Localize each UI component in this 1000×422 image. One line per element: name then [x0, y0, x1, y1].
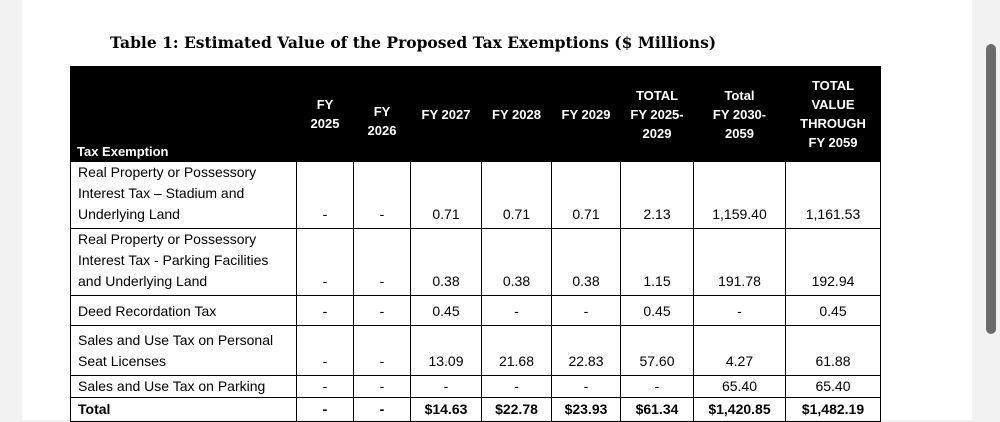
table-cell: 1.15 [620, 228, 694, 296]
table-cell: 22.83 [551, 325, 621, 376]
header-total-2030-2059: Total FY 2030- 2059 [693, 66, 786, 162]
table-cell: 13.09 [410, 325, 482, 376]
table-cell: - [620, 375, 694, 398]
table-cell: - [296, 325, 354, 376]
table-cell: - [296, 397, 354, 422]
table-cell: 0.45 [410, 295, 482, 326]
table-cell: 191.78 [693, 228, 786, 296]
total-row: Total - - $14.63 $22.78 $23.93 $61.34 $1… [70, 397, 881, 422]
table-cell: $22.78 [481, 397, 552, 422]
table-cell: 0.38 [551, 228, 621, 296]
header-fy-2027: FY 2027 [410, 66, 482, 162]
table-cell: $1,482.19 [785, 397, 881, 422]
table-cell: - [551, 295, 621, 326]
table-cell: 0.38 [481, 228, 552, 296]
table-cell: 0.71 [481, 161, 552, 229]
table-row: Real Property or Possessory Interest Tax … [70, 161, 881, 229]
header-total-2025-2029: TOTAL FY 2025- 2029 [620, 66, 694, 162]
table-cell: - [693, 295, 786, 326]
table-cell: 2.13 [620, 161, 694, 229]
row-label: Real Property or Possessory Interest Tax … [70, 228, 297, 296]
table-cell: $14.63 [410, 397, 482, 422]
header-total-value-through-2059: TOTAL VALUE THROUGH FY 2059 [785, 66, 881, 162]
table-cell: 0.38 [410, 228, 482, 296]
table-cell: 4.27 [693, 325, 786, 376]
table-cell: - [353, 375, 411, 398]
table-cell: 1,159.40 [693, 161, 786, 229]
table-cell: - [353, 325, 411, 376]
table-cell: - [296, 375, 354, 398]
table-cell: 65.40 [693, 375, 786, 398]
table-cell: - [353, 295, 411, 326]
header-tax-exemption: Tax Exemption [70, 66, 297, 162]
table-cell: 192.94 [785, 228, 881, 296]
table-row: Deed Recordation Tax - - 0.45 - - 0.45 -… [70, 295, 881, 326]
header-fy-2026: FY 2026 [353, 66, 411, 162]
table-cell: 21.68 [481, 325, 552, 376]
table-cell: - [481, 375, 552, 398]
table-header-row: Tax Exemption FY 2025 FY 2026 FY 2027 FY 2… [70, 66, 881, 162]
table-cell: 0.71 [410, 161, 482, 229]
table-cell: $23.93 [551, 397, 621, 422]
scrollbar-thumb[interactable] [986, 44, 996, 334]
row-label: Real Property or Possessory Interest Tax … [70, 161, 297, 229]
row-label: Sales and Use Tax on Personal Seat Licens… [70, 325, 297, 376]
header-fy-2029: FY 2029 [551, 66, 621, 162]
table-cell: - [353, 228, 411, 296]
table-cell: 0.71 [551, 161, 621, 229]
table-cell: - [410, 375, 482, 398]
total-label: Total [70, 397, 297, 422]
tax-exemption-table: Tax Exemption FY 2025 FY 2026 FY 2027 FY 2… [70, 66, 881, 422]
table-cell: - [481, 295, 552, 326]
header-fy-2028: FY 2028 [481, 66, 552, 162]
table-cell: - [296, 161, 354, 229]
table-cell: - [296, 295, 354, 326]
table-cell: 0.45 [785, 295, 881, 326]
table-cell: - [353, 397, 411, 422]
row-label: Deed Recordation Tax [70, 295, 297, 326]
table-row: Sales and Use Tax on Parking - - - - - -… [70, 375, 881, 398]
table-cell: 61.88 [785, 325, 881, 376]
table-cell: - [353, 161, 411, 229]
header-fy-2025: FY 2025 [296, 66, 354, 162]
table-cell: $1,420.85 [693, 397, 786, 422]
table-row: Sales and Use Tax on Personal Seat Licens… [70, 325, 881, 376]
table-cell: 57.60 [620, 325, 694, 376]
row-label: Sales and Use Tax on Parking [70, 375, 297, 398]
table-cell: 65.40 [785, 375, 881, 398]
table-caption: Table 1: Estimated Value of the Proposed… [110, 33, 717, 52]
table-cell: 0.45 [620, 295, 694, 326]
table-cell: - [296, 228, 354, 296]
table-cell: - [551, 375, 621, 398]
table-row: Real Property or Possessory Interest Tax … [70, 228, 881, 296]
table-cell: 1,161.53 [785, 161, 881, 229]
table-cell: $61.34 [620, 397, 694, 422]
